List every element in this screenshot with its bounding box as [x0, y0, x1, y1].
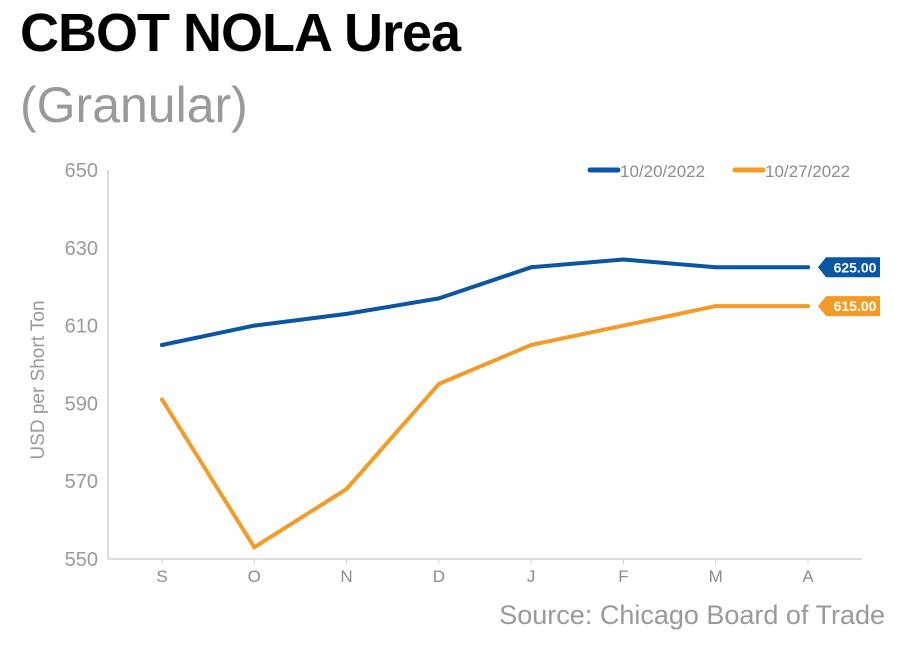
x-tick-label: D [433, 567, 445, 586]
series-1-point [806, 265, 810, 270]
x-tick-label: J [527, 567, 536, 586]
series-2-point [806, 304, 810, 309]
y-tick-label: 610 [65, 316, 98, 338]
chart-title: CBOT NOLA Urea [20, 3, 461, 63]
series-1-end-label: 625.00 [834, 259, 877, 275]
series-2-end-tag [818, 296, 880, 317]
legend-label-2: 10/27/2022 [765, 162, 850, 181]
series-2-point [713, 304, 718, 309]
source-note: Source: Chicago Board of Trade [499, 600, 885, 630]
x-tick-label: N [340, 567, 352, 586]
x-tick-label: A [802, 567, 814, 586]
chart-subtitle: (Granular) [20, 77, 248, 133]
x-tick-label: O [248, 567, 261, 586]
y-tick-label: 570 [65, 471, 98, 493]
series-1-end-tag [818, 257, 880, 278]
series-2-point [344, 486, 349, 491]
y-tick-label: 630 [65, 238, 98, 260]
y-axis-label: USD per Short Ton [28, 300, 49, 459]
x-tick-label: M [709, 567, 723, 586]
x-tick-label: S [156, 567, 167, 586]
series-line-2 [160, 304, 810, 550]
series-2-point [160, 397, 164, 402]
y-tick-label: 650 [65, 160, 98, 182]
series-2-point [436, 381, 441, 386]
series-1-point [344, 311, 349, 316]
y-tick-label: 590 [65, 393, 98, 415]
legend-label-1: 10/20/2022 [620, 162, 705, 181]
series-1-point [621, 257, 626, 262]
x-tick-label: F [618, 567, 628, 586]
series-line-1 [160, 257, 810, 347]
y-tick-label: 550 [65, 549, 98, 571]
series-1-point [529, 265, 534, 270]
series-1-point [436, 296, 441, 301]
series-1-point [252, 323, 257, 328]
series-2-point [621, 323, 626, 328]
series-2-point [529, 343, 534, 348]
series-2-end-label: 615.00 [834, 298, 877, 314]
series-1-point [713, 265, 718, 270]
series-2-point [252, 545, 257, 550]
series-1-point [160, 343, 164, 348]
